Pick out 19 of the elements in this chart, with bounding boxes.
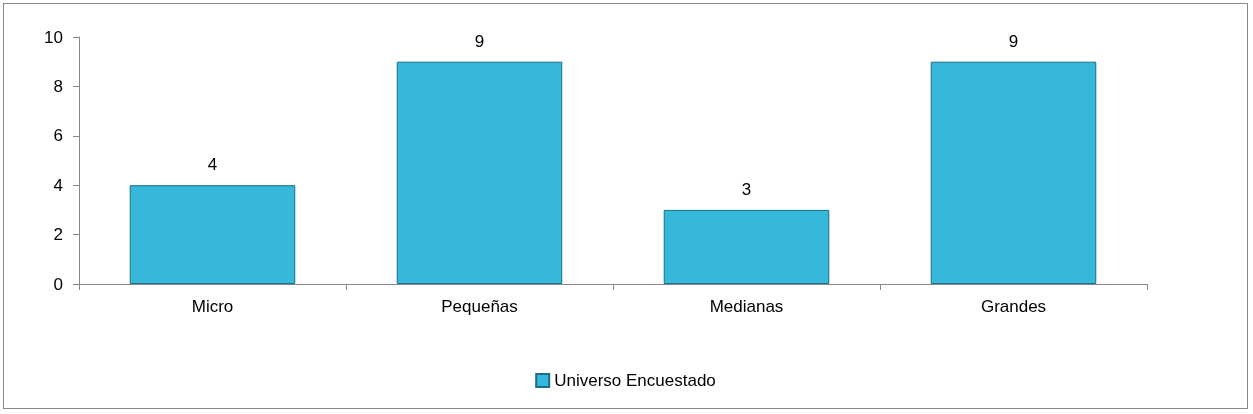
y-tick-label: 0 (53, 274, 63, 294)
data-label: 3 (741, 179, 752, 199)
x-tick-label: Micro (191, 297, 234, 316)
x-tick-label: Medianas (709, 297, 784, 316)
data-label: 9 (1008, 31, 1019, 51)
bar (930, 61, 1097, 284)
x-tick-label: Grandes (980, 297, 1047, 316)
legend-label: Universo Encuestado (554, 371, 716, 390)
data-label: 4 (207, 155, 218, 175)
y-tick-label: 6 (53, 126, 63, 146)
y-tick-label: 4 (53, 175, 63, 195)
bar (663, 209, 830, 284)
bar (129, 185, 296, 284)
data-label: 9 (474, 31, 485, 51)
y-tick-label: 8 (53, 76, 63, 96)
bar (396, 61, 563, 284)
x-tick-label: Pequeñas (441, 297, 518, 316)
y-tick-label: 2 (53, 225, 63, 245)
y-tick-label: 10 (44, 27, 63, 47)
